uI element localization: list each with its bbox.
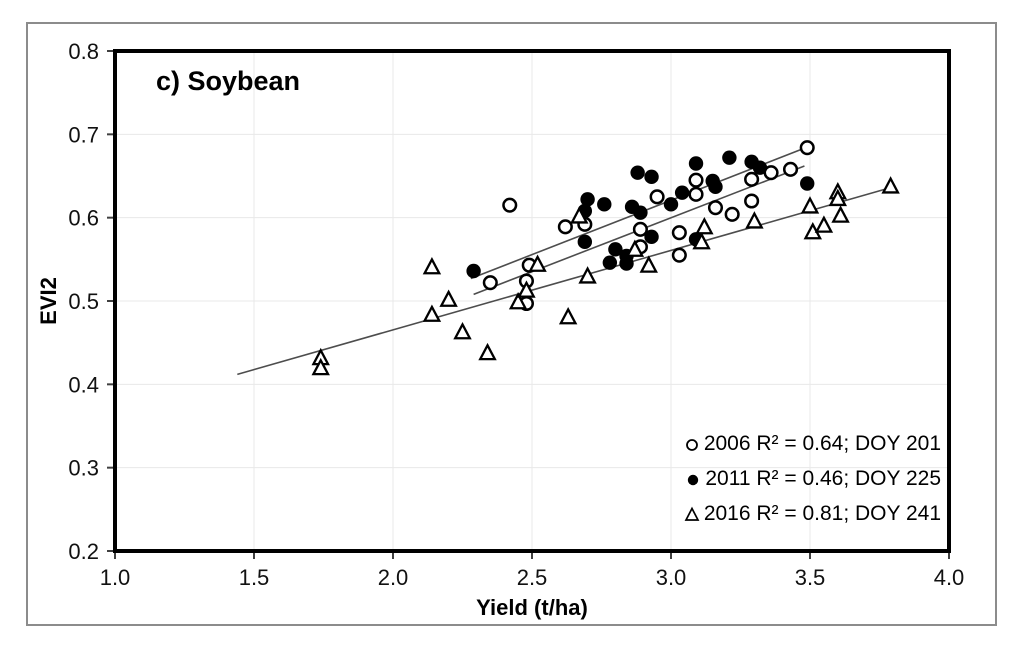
y-tick-label: 0.8 [68,39,99,64]
data-point-2016 [828,188,848,207]
data-point-2011 [466,263,481,279]
data-point-2011 [752,160,768,175]
x-tick-label: 3.0 [656,565,687,590]
data-point-2011 [644,169,659,185]
data-point-2006 [688,186,704,202]
data-point-2011 [630,165,645,180]
legend-row-2011: 2011 R² = 0.46; DOY 225 [685,468,941,489]
y-tick-label: 0.2 [68,539,99,564]
data-point-2016 [881,176,900,194]
x-tick-label: 2.0 [378,565,409,590]
data-point-2011 [800,176,815,191]
y-tick-label: 0.4 [68,372,99,397]
data-point-2016 [639,255,658,273]
x-tick-label: 3.5 [795,565,826,590]
data-point-2011 [619,256,634,271]
data-point-2011 [597,197,612,212]
data-point-2016 [311,357,330,376]
legend: 2006 R² = 0.64; DOY 201 2011 R² = 0.46; … [684,433,941,524]
data-point-2011 [722,150,737,165]
data-point-2006 [744,171,760,187]
y-tick-label: 0.7 [68,122,99,147]
data-point-2011 [577,234,593,250]
legend-row-2016: 2016 R² = 0.81; DOY 241 [684,503,941,524]
data-point-2016 [439,289,458,307]
data-point-2016 [517,280,536,298]
open-circle-marker-icon [684,435,701,453]
data-point-2016 [625,239,645,257]
data-point-2006 [557,219,573,235]
x-tick-label: 2.5 [517,565,548,590]
data-point-2006 [799,140,815,156]
data-point-2016 [745,211,764,229]
data-point-2006 [724,206,740,222]
data-point-2011 [580,192,595,207]
data-point-2016 [422,257,442,275]
data-point-2016 [453,322,472,340]
x-axis-title: Yield (t/ha) [476,595,588,620]
data-point-2006 [671,225,687,241]
data-point-2016 [478,342,497,361]
x-tick-label: 4.0 [934,565,965,590]
data-point-2011 [708,179,723,195]
data-point-2016 [831,205,850,223]
data-point-2011 [608,242,623,257]
data-point-2011 [663,197,679,212]
legend-label-2006: 2006 R² = 0.64; DOY 201 [703,432,941,455]
y-tick-label: 0.3 [68,456,99,481]
data-point-2006 [688,172,704,188]
data-point-2016 [570,206,589,224]
filled-circle-marker-icon [685,470,702,488]
data-point-2016 [422,304,442,322]
data-point-2006 [502,197,518,213]
legend-row-2006: 2006 R² = 0.64; DOY 201 [684,433,941,454]
data-point-2006 [649,189,665,205]
data-point-2016 [814,215,834,233]
plot-frame [113,49,951,553]
y-tick-label: 0.5 [68,289,99,314]
data-point-2006 [482,275,498,291]
x-tick-label: 1.5 [239,565,270,590]
trend-line-2016 [237,186,891,376]
data-point-2016 [508,292,528,310]
data-point-2016 [528,254,547,272]
data-point-2006 [744,193,760,209]
y-tick-label: 0.6 [68,206,99,231]
chart-title: c) Soybean [156,66,301,96]
figure-border [26,22,997,626]
data-point-2016 [695,217,714,235]
data-point-2011 [633,205,648,220]
x-tick-label: 1.0 [100,565,131,590]
open-triangle-marker-icon [684,505,701,523]
data-point-2006 [671,247,687,263]
legend-label-2011: 2011 R² = 0.46; DOY 225 [705,467,941,490]
legend-label-2016: 2016 R² = 0.81; DOY 241 [703,502,941,525]
data-point-2011 [688,156,704,171]
data-point-2006 [782,161,799,177]
data-point-2011 [644,229,659,245]
data-point-2011 [602,255,618,270]
data-point-2011 [674,185,690,200]
y-axis-title: EVI2 [36,277,61,325]
data-point-2006 [632,221,648,237]
data-point-2016 [800,196,820,214]
data-point-2006 [707,200,724,216]
data-point-2016 [578,266,597,284]
data-point-2016 [558,307,578,325]
data-point-2016 [692,232,711,250]
